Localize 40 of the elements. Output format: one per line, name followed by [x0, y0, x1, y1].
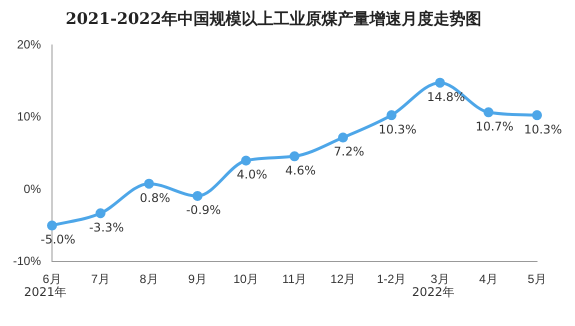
text: 7.2% [334, 144, 364, 159]
y-tick-label: -10% [13, 254, 42, 268]
point [484, 107, 494, 118]
x-tick-label: 6月 [42, 272, 62, 286]
x-tick-label: 9月 [188, 272, 207, 286]
x-tick-label: 4月 [479, 272, 498, 286]
point [435, 78, 446, 88]
y-tick-label: 20% [16, 38, 42, 52]
text: -5.0% [40, 232, 76, 247]
text: 10.3% [378, 122, 417, 136]
x-tick-label: 7月 [91, 272, 110, 286]
point [532, 110, 542, 120]
x-tick-label: 11月 [282, 272, 307, 286]
x-tick-label: 10月 [233, 272, 259, 286]
y-tick-label: 10% [16, 110, 42, 124]
point [241, 156, 252, 166]
y-tick-label: 0% [24, 182, 42, 196]
text: 4.6% [285, 163, 316, 178]
x-tick-label: 1-2月 [376, 272, 406, 286]
point [386, 110, 397, 120]
text: 2022年 [412, 284, 455, 301]
text: 14.8% [426, 90, 466, 104]
point [96, 208, 106, 218]
x-tick-label: 8月 [140, 272, 158, 286]
text: 0.8% [140, 190, 170, 205]
text: -3.3% [89, 220, 124, 234]
point [290, 151, 300, 162]
point [192, 190, 203, 201]
x-tick-label: 3月 [430, 272, 450, 286]
x-tick-label: 5月 [528, 272, 546, 286]
point [47, 220, 58, 231]
chart-title: 2021-2022年中国规模以上工业原煤产量增速月度走势图 [66, 8, 482, 28]
text: 10.7% [475, 119, 514, 134]
point [144, 178, 154, 189]
text: 10.3% [524, 122, 562, 136]
point [338, 132, 348, 143]
text: 4.0% [236, 168, 268, 182]
text: -0.9% [186, 203, 221, 218]
text: 2021年 [24, 284, 67, 301]
x-tick-label: 12月 [330, 272, 356, 286]
